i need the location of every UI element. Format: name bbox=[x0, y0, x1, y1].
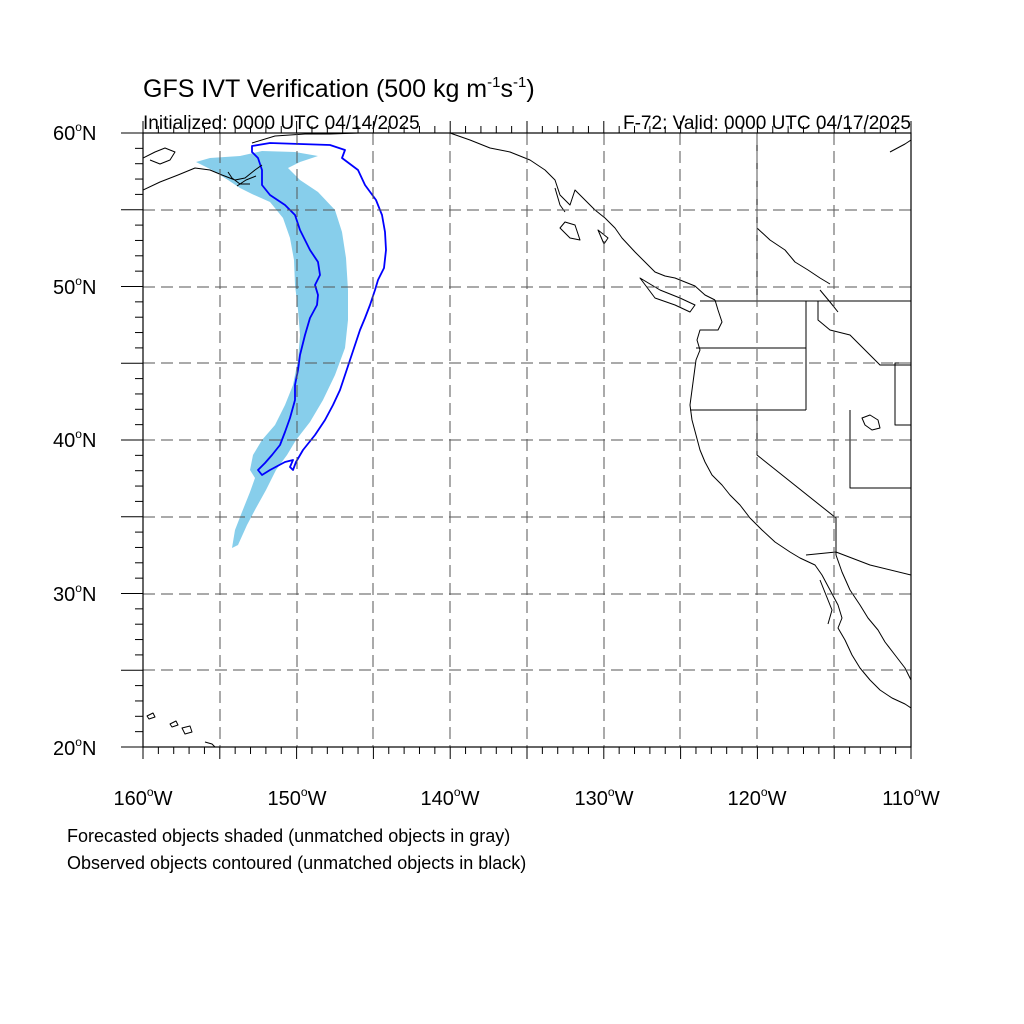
footer-forecast-note: Forecasted objects shaded (unmatched obj… bbox=[67, 826, 510, 846]
observed-object-contour bbox=[251, 142, 387, 476]
lon-label-150: 150oW bbox=[268, 785, 327, 810]
lat-label-20: 20oN bbox=[53, 735, 96, 760]
map-title: GFS IVT Verification (500 kg m-1s-1) bbox=[143, 74, 535, 103]
alaska-coastline bbox=[143, 133, 361, 191]
lon-label-140: 140oW bbox=[421, 785, 480, 810]
lat-label-40: 40oN bbox=[53, 427, 96, 452]
west-coast-coastline bbox=[689, 299, 911, 709]
lat-label-60: 60oN bbox=[53, 120, 96, 145]
longitude-labels: 160oW 150oW 140oW 130oW 120oW 110oW bbox=[114, 785, 940, 810]
lat-label-50: 50oN bbox=[53, 274, 96, 299]
latitude-labels: 60oN 50oN 40oN 30oN 20oN bbox=[53, 120, 96, 760]
lat-label-30: 30oN bbox=[53, 581, 96, 606]
axis-ticks bbox=[121, 121, 912, 759]
lon-label-110: 110oW bbox=[882, 785, 940, 810]
lon-label-130: 130oW bbox=[575, 785, 634, 810]
great-lakes-coastline bbox=[756, 139, 911, 431]
political-boundaries bbox=[690, 133, 911, 576]
valid-time: F-72: Valid: 0000 UTC 04/17/2025 bbox=[623, 113, 911, 134]
forecast-object-shading bbox=[196, 151, 348, 548]
footer-observed-note: Observed objects contoured (unmatched ob… bbox=[67, 853, 526, 873]
lon-label-120: 120oW bbox=[728, 785, 787, 810]
alaska-southeast-coastline bbox=[449, 133, 716, 313]
hawaii-islands bbox=[146, 712, 216, 748]
map-frame bbox=[142, 132, 912, 748]
map-area bbox=[143, 133, 911, 709]
initialized-time: Initialized: 0000 UTC 04/14/2025 bbox=[143, 113, 420, 134]
graticule bbox=[143, 133, 911, 747]
lon-label-160: 160oW bbox=[114, 785, 173, 810]
